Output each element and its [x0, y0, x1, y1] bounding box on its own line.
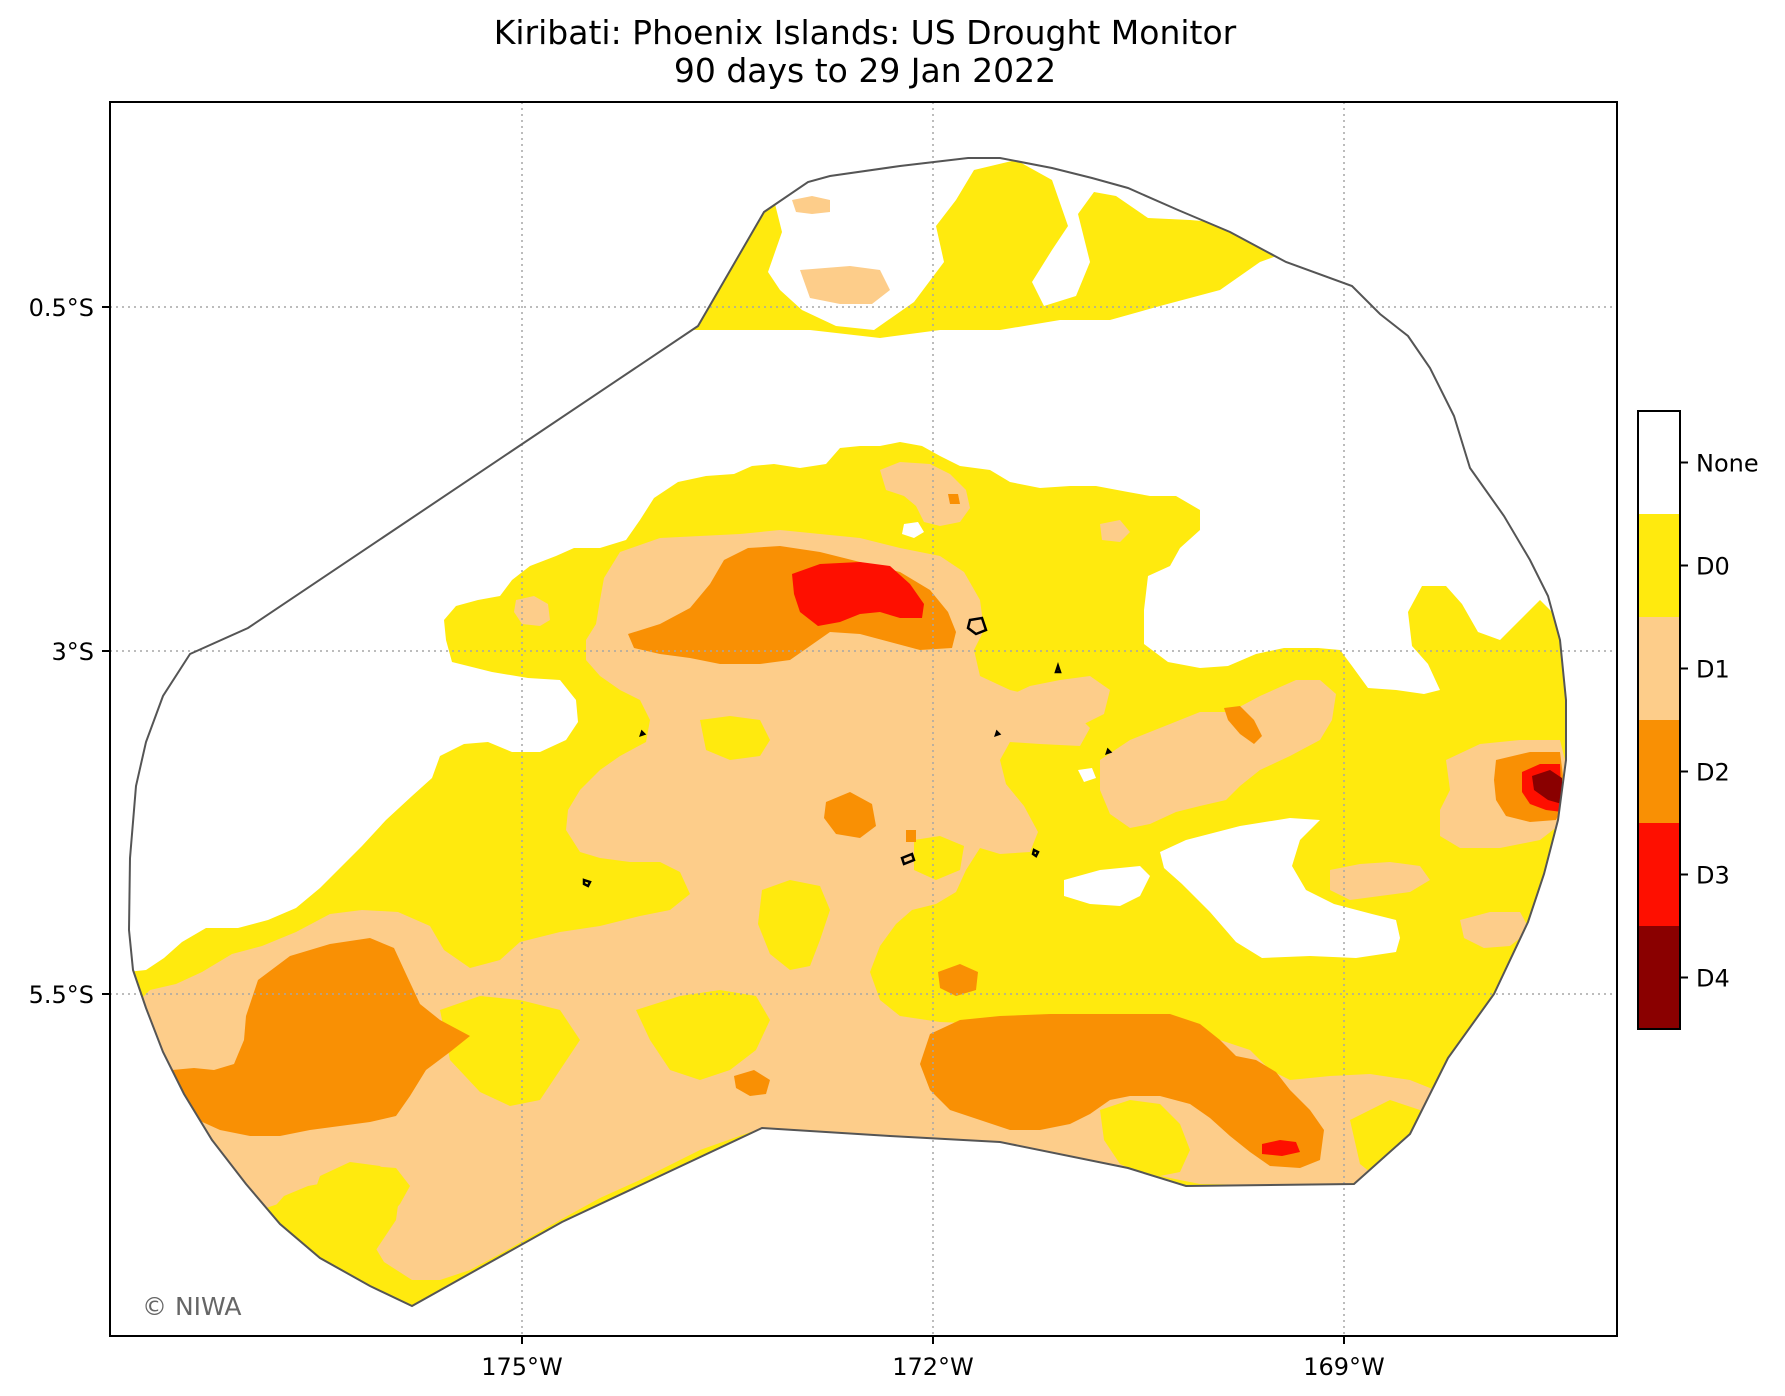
none-region-tiny — [902, 522, 924, 538]
d2-region-mid-2 — [938, 964, 978, 996]
none-region-north — [129, 158, 1566, 330]
y-tick-label-5-5s: 5.5°S — [29, 981, 94, 1009]
d3-region-south — [1262, 1140, 1300, 1156]
gridlines — [110, 102, 1617, 1336]
d0-patch-6 — [1100, 1100, 1190, 1178]
d1-region-mid-1 — [1000, 676, 1110, 726]
title-line-1: Kiribati: Phoenix Islands: US Drought Mo… — [493, 13, 1237, 52]
island-3 — [639, 729, 647, 737]
d2-region-southwest — [170, 938, 470, 1136]
d2-region-mid-1 — [824, 792, 876, 838]
none-region-small-1 — [1064, 866, 1150, 906]
d2-region-south — [920, 1014, 1324, 1168]
d1-region-east-3 — [1330, 862, 1430, 900]
legend-label-d1: D1 — [1696, 656, 1730, 684]
legend-swatch-d3 — [1638, 823, 1680, 926]
island-4 — [994, 729, 1002, 737]
legend-frame — [1637, 410, 1681, 1030]
d3-region-north — [792, 562, 924, 626]
legend-swatch-d1 — [1638, 617, 1680, 720]
d1-region-east-4 — [1460, 912, 1530, 948]
none-region-tiny-2 — [1078, 768, 1096, 782]
tick-marks — [102, 306, 1345, 1344]
none-region-east-interior — [1160, 818, 1400, 958]
legend-label-d3: D3 — [1696, 862, 1730, 890]
legend-swatch-d2 — [1638, 720, 1680, 823]
d2-region-east-small — [1224, 706, 1262, 744]
d0-patch-2 — [758, 880, 830, 970]
d1-region-north-4 — [792, 196, 830, 214]
niwa-credit: © NIWA — [142, 1292, 241, 1321]
d0-patch-5 — [636, 990, 770, 1080]
drought-contours — [129, 158, 1566, 1306]
title-line-2: 90 days to 29 Jan 2022 — [673, 51, 1057, 90]
legend-swatch-d4 — [1638, 926, 1680, 1029]
island-1 — [966, 616, 988, 636]
eez-boundary — [127, 157, 1567, 1308]
island-8 — [582, 878, 592, 888]
x-tick-label-175w: 175°W — [481, 1353, 563, 1381]
island-2 — [1054, 662, 1062, 674]
d1-region-north-1 — [880, 462, 970, 526]
islands — [582, 616, 1113, 888]
legend-label-d2: D2 — [1696, 759, 1730, 787]
y-tick-label-3s: 3°S — [51, 638, 94, 666]
d2-region-tiny-1 — [948, 494, 960, 504]
d4-region-east — [1532, 770, 1562, 804]
d2-region-mid-3 — [734, 1070, 770, 1096]
d0-patch-1 — [700, 716, 770, 760]
d0-patch-3 — [914, 836, 964, 880]
legend-label-d0: D0 — [1696, 553, 1730, 581]
d0-patch-4 — [440, 996, 580, 1106]
d1-region-west-small — [514, 596, 550, 626]
d1-region-north-3 — [800, 266, 890, 304]
x-tick-label-172w: 172°W — [892, 1353, 974, 1381]
d2-region-tiny-2 — [906, 830, 916, 842]
y-tick-label-0-5s: 0.5°S — [29, 294, 94, 322]
legend-colorbar: None D0 D1 D2 D3 D4 — [1637, 410, 1759, 1030]
legend-swatch-d0 — [1638, 514, 1680, 617]
island-6 — [900, 852, 916, 866]
axes-frame — [109, 101, 1618, 1337]
legend-swatch-none — [1638, 411, 1680, 514]
x-tick-label-169w: 169°W — [1303, 1353, 1385, 1381]
island-5 — [1105, 747, 1113, 755]
legend-label-d4: D4 — [1696, 965, 1730, 993]
legend-label-none: None — [1696, 450, 1759, 478]
map-title: Kiribati: Phoenix Islands: US Drought Mo… — [0, 14, 1730, 90]
d1-region-north-2 — [1100, 520, 1130, 542]
d0-patch-8 — [308, 1162, 410, 1296]
d1-region-east-1 — [1100, 680, 1336, 828]
island-7 — [1031, 848, 1040, 858]
